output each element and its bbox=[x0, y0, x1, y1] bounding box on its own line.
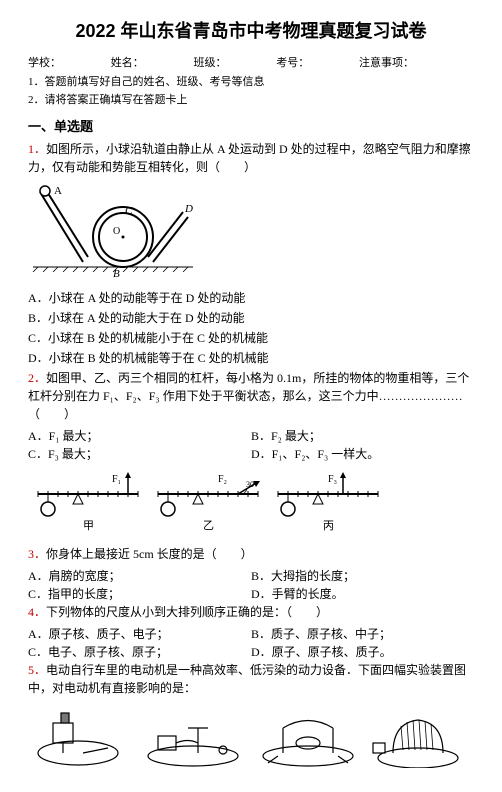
q4-optA: A．原子核、质子、电子； bbox=[28, 625, 251, 643]
question-5: 5．电动自行车里的电动机是一种高效率、低污染的动力设备．下面四幅实验装置图中，对… bbox=[28, 661, 474, 697]
hdr-examno: 考号： bbox=[276, 55, 356, 72]
q4-optD: D．原子、原子核、质子。 bbox=[251, 643, 474, 661]
hdr-school: 学校： bbox=[28, 55, 108, 72]
hdr-class: 班级： bbox=[194, 55, 274, 72]
q1-options: A．小球在 A 处的动能等于在 D 处的动能 B．小球在 A 处的动能大于在 D… bbox=[28, 289, 474, 367]
question-1: 1．如图所示，小球沿轨道由静止从 A 处运动到 D 处的过程中，忽略空气阻力和摩… bbox=[28, 140, 474, 176]
q4-stem: 下列物体的尺度从小到大排列顺序正确的是：（ ） bbox=[46, 605, 328, 619]
q4-options: A．原子核、质子、电子； B．质子、原子核、中子； C．电子、原子核、原子； D… bbox=[28, 625, 474, 661]
q1-label-D: D bbox=[184, 203, 193, 215]
q1-stem: 如图所示，小球沿轨道由静止从 A 处运动到 D 处的过程中，忽略空气阻力和摩擦力… bbox=[28, 142, 471, 174]
q2-number: 2． bbox=[28, 371, 46, 385]
q2-F3: F₃ bbox=[328, 474, 337, 485]
hdr-name: 姓名： bbox=[111, 55, 191, 72]
q2-optC: C．F₃ 最大； bbox=[28, 445, 251, 463]
q3-optC: C．指甲的长度； bbox=[28, 585, 251, 603]
q5-number: 5． bbox=[28, 663, 46, 677]
q1-label-O: O bbox=[113, 226, 120, 237]
question-3: 3．你身体上最接近 5cm 长度的是（ ） bbox=[28, 545, 474, 563]
q2-angle: 30° bbox=[246, 480, 257, 489]
q2-cap1: 甲 bbox=[83, 520, 94, 532]
exam-title: 2022 年山东省青岛市中考物理真题复习试卷 bbox=[28, 18, 474, 45]
q1-label-A: A bbox=[54, 185, 62, 197]
q5-figure bbox=[28, 703, 474, 768]
header-row: 学校： 姓名： 班级： 考号： 注意事项： bbox=[28, 55, 474, 72]
q1-optA: A．小球在 A 处的动能等于在 D 处的动能 bbox=[28, 289, 474, 307]
q2-cap3: 丙 bbox=[323, 520, 334, 532]
q1-optB: B．小球在 A 处的动能大于在 D 处的动能 bbox=[28, 309, 474, 327]
q2-F2: F₂ bbox=[218, 474, 227, 485]
q4-number: 4． bbox=[28, 605, 46, 619]
q1-figure: A O C D bbox=[28, 182, 474, 283]
q2-figure: F₁ 甲 30° F₂ 乙 F₃ 丙 bbox=[28, 469, 474, 539]
hdr-notice: 注意事项： bbox=[359, 55, 414, 72]
q3-stem: 你身体上最接近 5cm 长度的是（ ） bbox=[46, 547, 253, 561]
q1-optD: D．小球在 B 处的机械能等于在 C 处的机械能 bbox=[28, 349, 474, 367]
q2-cap2: 乙 bbox=[203, 519, 214, 532]
q5-stem: 电动自行车里的电动机是一种高效率、低污染的动力设备．下面四幅实验装置图中，对电动… bbox=[28, 663, 466, 695]
q4-optB: B．质子、原子核、中子； bbox=[251, 625, 474, 643]
instruction-1: 1．答题前填写好自己的姓名、班级、考号等信息 bbox=[28, 74, 474, 91]
q2-options: A．F₁ 最大； B．F₂ 最大； C．F₃ 最大； D．F₁、F₂、F₃ 一样… bbox=[28, 427, 474, 463]
q3-number: 3． bbox=[28, 547, 46, 561]
question-2: 2．如图甲、乙、丙三个相同的杠杆，每小格为 0.1m，所挂的物体的物重相等，三个… bbox=[28, 369, 474, 423]
q2-optA: A．F₁ 最大； bbox=[28, 427, 251, 445]
q1-number: 1． bbox=[28, 142, 46, 156]
section-1-heading: 一、单选题 bbox=[28, 117, 474, 137]
q3-options: A．肩膀的宽度； B．大拇指的长度； C．指甲的长度； D．手臂的长度。 bbox=[28, 567, 474, 603]
q2-optB: B．F₂ 最大； bbox=[251, 427, 474, 445]
question-4: 4．下列物体的尺度从小到大排列顺序正确的是：（ ） bbox=[28, 603, 474, 621]
q2-stem: 如图甲、乙、丙三个相同的杠杆，每小格为 0.1m，所挂的物体的物重相等，三个杠杆… bbox=[28, 371, 469, 421]
q4-optC: C．电子、原子核、原子； bbox=[28, 643, 251, 661]
q1-optC: C．小球在 B 处的机械能小于在 C 处的机械能 bbox=[28, 329, 474, 347]
q3-optD: D．手臂的长度。 bbox=[251, 585, 474, 603]
q3-optA: A．肩膀的宽度； bbox=[28, 567, 251, 585]
q2-F1: F₁ bbox=[112, 474, 121, 485]
q3-optB: B．大拇指的长度； bbox=[251, 567, 474, 585]
q2-optD: D．F₁、F₂、F₃ 一样大。 bbox=[251, 445, 474, 463]
q1-label-C: C bbox=[125, 205, 133, 217]
instruction-2: 2．请将答案正确填写在答题卡上 bbox=[28, 92, 474, 109]
